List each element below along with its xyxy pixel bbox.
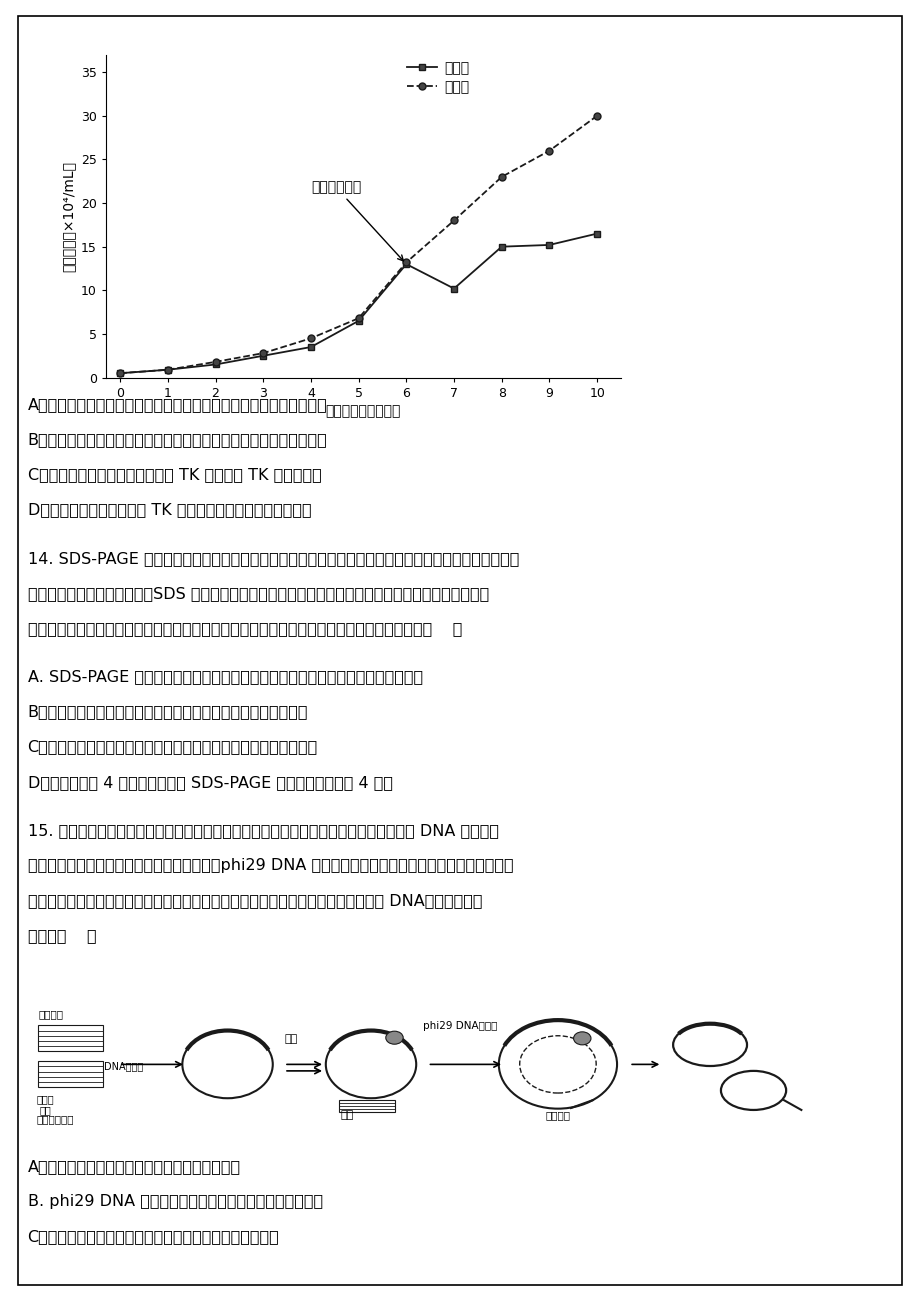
Text: 14. SDS-PAGE 电泳是一种以聚丙烯酰胺凝胶作为支持介质分离不同蛋白质的技术。在该技术中，强还原: 14. SDS-PAGE 电泳是一种以聚丙烯酰胺凝胶作为支持介质分离不同蛋白质的… (28, 551, 518, 566)
Text: 引物: 引物 (284, 1034, 297, 1044)
Circle shape (573, 1031, 590, 1044)
Text: 剂巠基乙醇能使二硫键断裂。SDS 能使氢键断裂，还能和氨基酸侧链基团结合，使其所带的负电荷大大超: 剂巠基乙醇能使二硫键断裂。SDS 能使氢键断裂，还能和氨基酸侧链基团结合，使其所… (28, 586, 488, 602)
Text: B．靠近加样孔一端应连接负电极，以便蛋白质样品在凝胶中迁移: B．靠近加样孔一端应连接负电极，以便蛋白质样品在凝胶中迁移 (28, 704, 308, 720)
Text: 过了蛋白质原有的电荷量，从而消除了不同蛋白质分子间的原有电荷差异。下列说法正确的是（    ）: 过了蛋白质原有的电荷量，从而消除了不同蛋白质分子间的原有电荷差异。下列说法正确的… (28, 621, 461, 637)
Bar (38, 1061, 103, 1087)
Text: phi29 DNA聚合酶: phi29 DNA聚合酶 (423, 1021, 497, 1031)
Text: 单链核酸模板: 单链核酸模板 (36, 1115, 74, 1125)
Text: B．肝癌细胞在细胞培养过程中没有接触抑制，因而无需进行传代培养: B．肝癌细胞在细胞培养过程中没有接触抑制，因而无需进行传代培养 (28, 432, 327, 448)
Text: 时可使双链分开，并继续子链的延伸，最终形成一条由数个重复序列串联而成的单链 DNA。下列说法正: 时可使双链分开，并继续子链的延伸，最终形成一条由数个重复序列串联而成的单链 DN… (28, 893, 482, 909)
Text: 引物: 引物 (340, 1111, 354, 1121)
Bar (38, 1026, 103, 1052)
Text: D．若某蛋白由 4 条肽链组成，则 SDS-PAGE 电泳后一定会出现 4 条带: D．若某蛋白由 4 条肽链组成，则 SDS-PAGE 电泳后一定会出现 4 条带 (28, 775, 392, 790)
Text: 帮助下，两端靠近并连接成环状成扩增模板。phi29 DNA 聚合酶催化子链合成的过程中，当遇到双链结构: 帮助下，两端靠近并连接成环状成扩增模板。phi29 DNA 聚合酶催化子链合成的… (28, 858, 513, 874)
Text: A. SDS-PAGE 电泳过程中，蛋白质会因分子大小、空间结构及电荷量的不同而分开: A. SDS-PAGE 电泳过程中，蛋白质会因分子大小、空间结构及电荷量的不同而… (28, 669, 422, 685)
Circle shape (385, 1031, 403, 1044)
Text: 锁环探针: 锁环探针 (545, 1111, 570, 1121)
Text: 15. 滚环扩增技术的原理如图所示：两侧含有待扩增核酸的线性单链模板，在锁环探针和 DNA 连接酶的: 15. 滚环扩增技术的原理如图所示：两侧含有待扩增核酸的线性单链模板，在锁环探针… (28, 823, 498, 838)
Legend: 实验组, 对照组: 实验组, 对照组 (401, 55, 474, 100)
Text: C．电泳过程需在盛有无菌水的电泳槽中进行，且无菌水需没过凝胶: C．电泳过程需在盛有无菌水的电泳槽中进行，且无菌水需没过凝胶 (28, 740, 317, 755)
Text: 确的是（    ）: 确的是（ ） (28, 928, 96, 944)
Y-axis label: 细胞数量（×10⁴/mL）: 细胞数量（×10⁴/mL） (62, 160, 75, 272)
Text: 待扩增
核酸: 待扩增 核酸 (36, 1094, 53, 1116)
Text: C．对照组和实验组应分别为导入 TK 和未导入 TK 的肝癌细胞: C．对照组和实验组应分别为导入 TK 和未导入 TK 的肝癌细胞 (28, 467, 321, 483)
Text: A．培养肝癌细胞的过程中需定期更换培养液以保持无菌、无毒的环境: A．培养肝癌细胞的过程中需定期更换培养液以保持无菌、无毒的环境 (28, 397, 327, 413)
Text: A．锁环探针与引物都必须与待扩增核酸序列互补: A．锁环探针与引物都必须与待扩增核酸序列互补 (28, 1159, 241, 1174)
Text: DNA连接酶: DNA连接酶 (104, 1061, 143, 1072)
Text: C．该技术需通过改变温度以进行变性、复性和延伸的过程: C．该技术需通过改变温度以进行变性、复性和延伸的过程 (28, 1229, 279, 1245)
X-axis label: 细胞培养时间（天）: 细胞培养时间（天） (325, 404, 401, 418)
Text: 锁环探针: 锁环探针 (38, 1009, 63, 1018)
Text: D．实验结果表明外源基因 TK 与更昨洛韦可组成自杀基因系统: D．实验结果表明外源基因 TK 与更昨洛韦可组成自杀基因系统 (28, 503, 311, 518)
Text: 添加更昨洛韦: 添加更昨洛韦 (311, 180, 403, 260)
FancyBboxPatch shape (18, 16, 901, 1285)
Text: B. phi29 DNA 聚合酶催化氢键的断裂和磷酸二酵键的形成: B. phi29 DNA 聚合酶催化氢键的断裂和磷酸二酵键的形成 (28, 1194, 323, 1210)
Bar (338, 1100, 395, 1112)
